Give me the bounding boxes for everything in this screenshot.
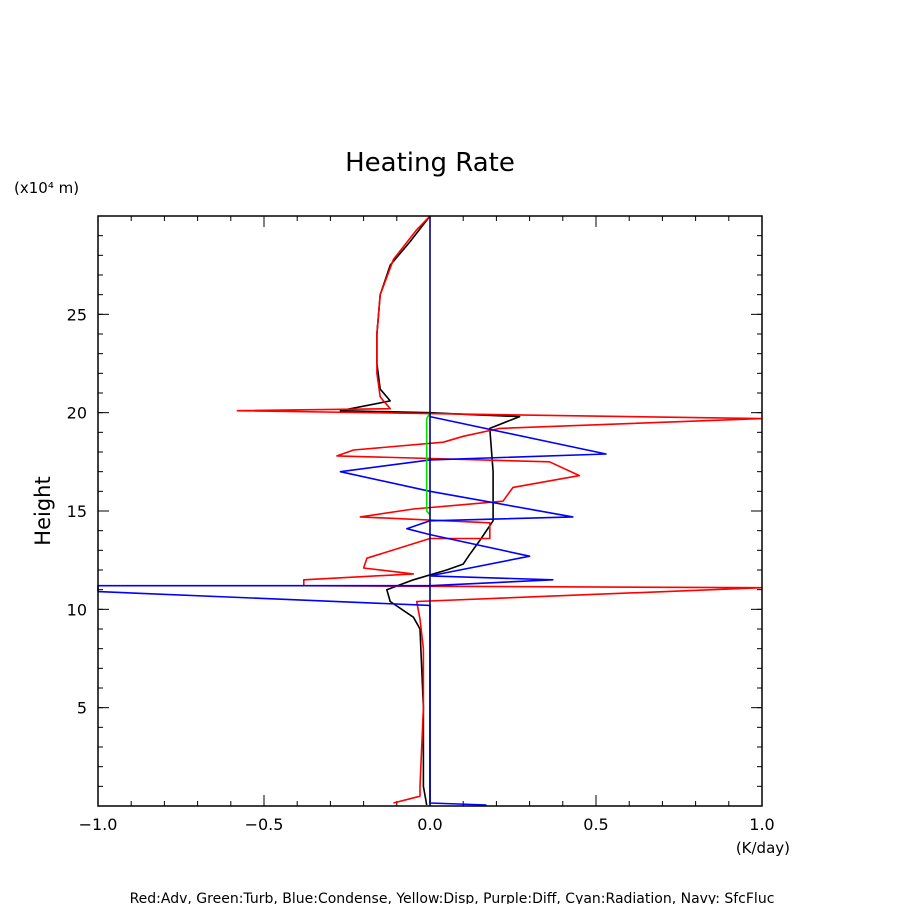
legend-text: Red:Adv, Green:Turb, Blue:Condense, Yell… bbox=[130, 891, 775, 904]
y-axis-label: Height bbox=[31, 476, 55, 545]
axis-ticks: −1.0 −0.5 0.0 0.5 1.0 5 10 15 20 25 bbox=[67, 216, 775, 834]
series-group bbox=[97, 215, 763, 806]
chart-title: Heating Rate bbox=[345, 148, 515, 178]
plot-frame bbox=[97, 215, 763, 807]
x-tick-label: 0.5 bbox=[583, 815, 608, 834]
x-tick-label: −0.5 bbox=[245, 815, 284, 834]
series-line-turb bbox=[425, 412, 431, 516]
y-tick-label: 15 bbox=[67, 502, 87, 521]
series-line-adv bbox=[236, 215, 763, 804]
series-line-condense bbox=[97, 412, 607, 806]
x-tick-label: −1.0 bbox=[79, 815, 118, 834]
y-tick-label: 20 bbox=[67, 404, 87, 423]
x-unit-label: (K/day) bbox=[736, 839, 790, 857]
x-tick-label: 0.0 bbox=[417, 815, 442, 834]
y-unit-label: (x10⁴ m) bbox=[14, 179, 79, 197]
y-tick-label: 10 bbox=[67, 600, 87, 619]
y-tick-label: 25 bbox=[67, 305, 87, 324]
y-tick-label: 5 bbox=[77, 699, 87, 718]
x-tick-label: 1.0 bbox=[749, 815, 774, 834]
